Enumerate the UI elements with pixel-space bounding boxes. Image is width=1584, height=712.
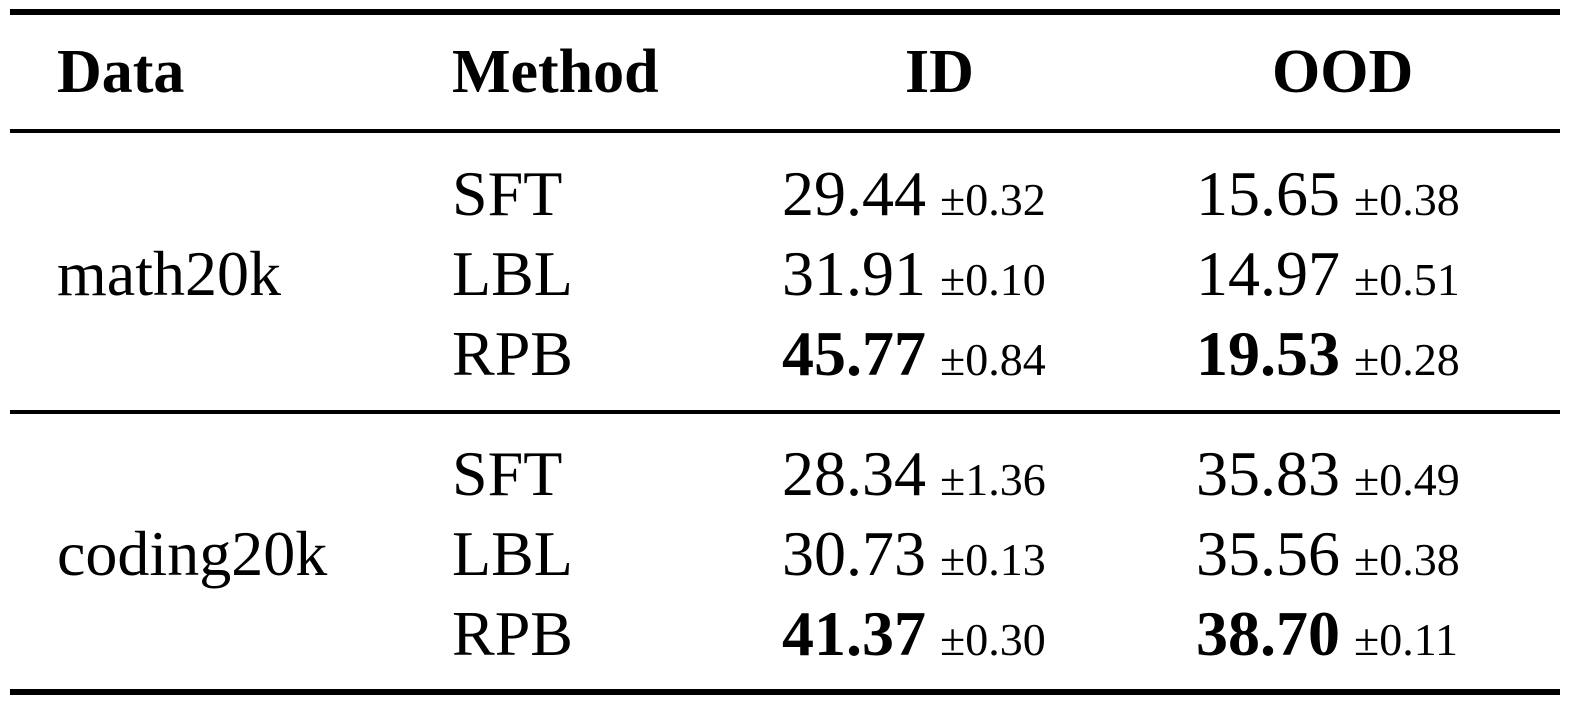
method-cell: RPB (452, 318, 573, 389)
group-label-math: math20k (57, 238, 281, 309)
header-ood: OOD (1272, 38, 1414, 106)
ood-value-best: 19.53 (1196, 318, 1340, 389)
ood-cell: 14.97 ±0.51 (1196, 238, 1460, 316)
id-std: ±0.32 (940, 174, 1046, 225)
ood-cell: 19.53 ±0.28 (1196, 318, 1460, 396)
bottom-rule (10, 689, 1560, 695)
id-value-best: 41.37 (782, 598, 926, 669)
ood-std: ±0.38 (1354, 534, 1460, 585)
id-value-best: 45.77 (782, 318, 926, 389)
ood-cell: 35.83 ±0.49 (1196, 438, 1460, 516)
id-std: ±0.13 (940, 534, 1046, 585)
ood-std: ±0.28 (1354, 334, 1460, 385)
id-cell: 31.91 ±0.10 (782, 238, 1046, 316)
header-data: Data (57, 38, 185, 106)
ood-value: 35.56 (1196, 518, 1340, 589)
method-cell: LBL (452, 518, 573, 589)
ood-std: ±0.51 (1354, 254, 1460, 305)
id-std: ±1.36 (940, 454, 1046, 505)
method-cell: RPB (452, 598, 573, 669)
ood-std: ±0.49 (1354, 454, 1460, 505)
id-value: 30.73 (782, 518, 926, 589)
id-value: 31.91 (782, 238, 926, 309)
ood-std: ±0.11 (1354, 614, 1459, 665)
ood-value: 15.65 (1196, 158, 1340, 229)
id-std: ±0.30 (940, 614, 1046, 665)
ood-std: ±0.38 (1354, 174, 1460, 225)
id-cell: 29.44 ±0.32 (782, 158, 1046, 236)
ood-cell: 35.56 ±0.38 (1196, 518, 1460, 596)
header-id: ID (905, 38, 974, 106)
id-cell: 28.34 ±1.36 (782, 438, 1046, 516)
method-cell: SFT (452, 158, 563, 229)
method-cell: SFT (452, 438, 563, 509)
group-rule (10, 410, 1560, 414)
ood-cell: 38.70 ±0.11 (1196, 598, 1458, 676)
method-cell: LBL (452, 238, 573, 309)
header-rule (10, 129, 1560, 133)
id-std: ±0.10 (940, 254, 1046, 305)
ood-cell: 15.65 ±0.38 (1196, 158, 1460, 236)
id-value: 29.44 (782, 158, 926, 229)
header-method: Method (452, 38, 659, 106)
ood-value: 14.97 (1196, 238, 1340, 309)
id-value: 28.34 (782, 438, 926, 509)
group-label-coding: coding20k (57, 518, 328, 589)
id-std: ±0.84 (940, 334, 1046, 385)
top-rule (10, 9, 1560, 15)
id-cell: 45.77 ±0.84 (782, 318, 1046, 396)
id-cell: 41.37 ±0.30 (782, 598, 1046, 676)
ood-value: 35.83 (1196, 438, 1340, 509)
id-cell: 30.73 ±0.13 (782, 518, 1046, 596)
ood-value-best: 38.70 (1196, 598, 1340, 669)
